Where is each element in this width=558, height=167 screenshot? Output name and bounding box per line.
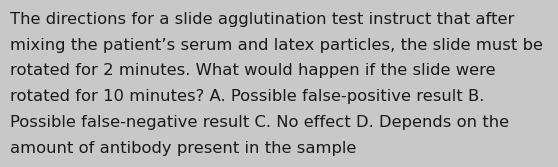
Text: rotated for 2 minutes. What would happen if the slide were: rotated for 2 minutes. What would happen… [10, 63, 496, 78]
Text: mixing the patient’s serum and latex particles, the slide must be: mixing the patient’s serum and latex par… [10, 38, 543, 53]
Text: amount of antibody present in the sample: amount of antibody present in the sample [10, 141, 357, 156]
Text: Possible false-negative result C. No effect D. Depends on the: Possible false-negative result C. No eff… [10, 115, 509, 130]
Text: rotated for 10 minutes? A. Possible false-positive result B.: rotated for 10 minutes? A. Possible fals… [10, 89, 484, 104]
Text: The directions for a slide agglutination test instruct that after: The directions for a slide agglutination… [10, 12, 514, 27]
